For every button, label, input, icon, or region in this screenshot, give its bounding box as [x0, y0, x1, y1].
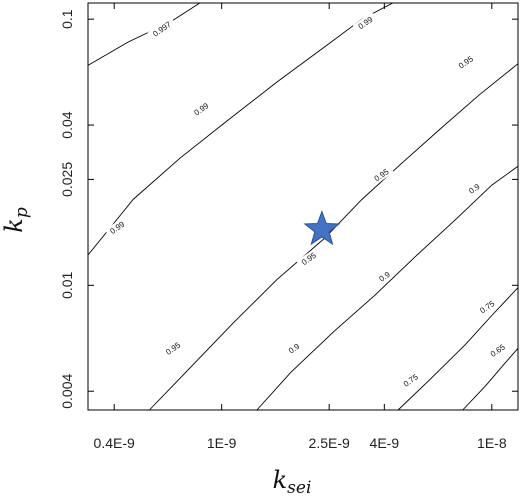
x-axis-title: ksei [273, 466, 312, 497]
contour-label-bg [485, 339, 510, 362]
x-axis-title-sub: sei [287, 478, 311, 497]
contour-label-bg [104, 216, 130, 239]
contour-line [462, 348, 519, 411]
x-tick-label: 2.5E-9 [309, 435, 350, 451]
marker-layer [303, 210, 341, 246]
contour-label-bg [373, 267, 395, 286]
y-axis-title-main: k [0, 218, 28, 233]
contour-lines [87, 2, 519, 411]
x-tick-label: 0.4E-9 [94, 435, 135, 451]
contour-label-bg [188, 98, 214, 120]
y-tick-label: 0.004 [59, 373, 75, 408]
contour-label-bg [160, 337, 186, 360]
y-tick-label: 0.1 [59, 9, 75, 29]
x-tick-label: 1E-8 [477, 435, 507, 451]
x-tick-label: 4E-9 [370, 435, 400, 451]
y-axis-title: kp [0, 207, 32, 233]
y-tick-labels: 0.004 0.01 0.025 0.04 0.1 [59, 9, 75, 409]
contour-label-bg [147, 16, 177, 41]
contour-label-bg [368, 164, 394, 186]
y-tick-label: 0.01 [59, 271, 75, 298]
y-tick-label: 0.025 [59, 162, 75, 197]
contour-label-bg [453, 51, 479, 73]
contour-line [149, 63, 519, 411]
contour-label-bg [474, 296, 500, 318]
contour-labels: 0.9970.990.990.990.950.950.950.950.90.90… [104, 11, 510, 391]
contour-label-bg [463, 179, 485, 198]
x-tick-labels: 0.4E-9 1E-9 2.5E-9 4E-9 1E-8 [94, 435, 507, 451]
y-axis-title-sub: p [12, 207, 32, 218]
x-axis-title-main: k [273, 466, 288, 494]
contour-label-bg [352, 11, 378, 34]
x-tick-label: 1E-9 [207, 435, 237, 451]
tick-marks [88, 3, 518, 410]
contour-line [87, 2, 201, 66]
y-tick-label: 0.04 [59, 111, 75, 138]
contour-line [397, 287, 519, 411]
star-marker [303, 210, 341, 246]
contour-label-bg [398, 369, 423, 391]
contour-label-bg [283, 338, 305, 358]
plot-frame [87, 2, 519, 411]
contour-label-bg [296, 247, 322, 270]
contour-line [87, 2, 394, 256]
contour-line [256, 165, 519, 411]
